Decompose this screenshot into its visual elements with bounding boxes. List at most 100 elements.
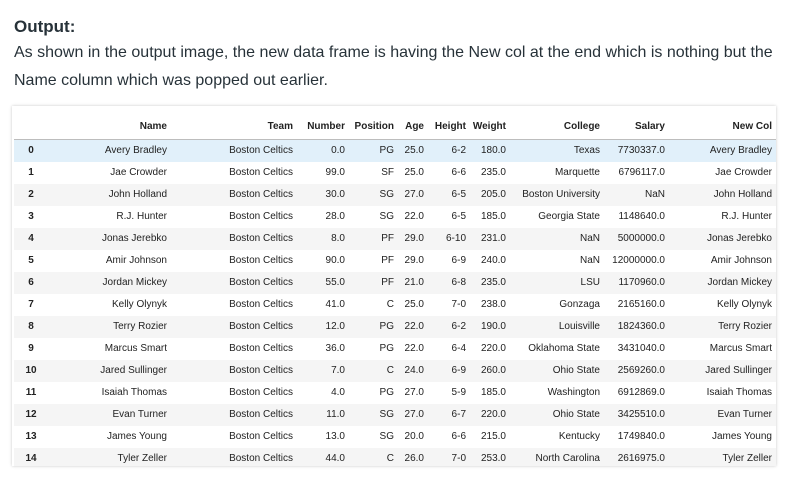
table-cell: Jae Crowder xyxy=(715,167,772,178)
table-cell: Ohio State xyxy=(552,365,600,376)
table-cell: 22.0 xyxy=(404,343,424,354)
column-header: Age xyxy=(398,115,428,140)
table-cell: NaN xyxy=(579,255,600,266)
table-row: 12 Evan Turner Boston Celtics 11.0 SG 27.0 6-7… xyxy=(14,404,776,426)
table-cell: LSU xyxy=(580,277,600,288)
table-cell: 6-4 xyxy=(451,343,466,354)
table-cell: 7730337.0 xyxy=(617,145,665,156)
table-cell: Boston Celtics xyxy=(229,255,293,266)
table-cell: 220.0 xyxy=(480,409,506,420)
table-cell: Jae Crowder xyxy=(110,167,167,178)
table-cell: NaN xyxy=(644,189,665,200)
table-cell: 0.0 xyxy=(331,145,345,156)
table-cell: 6796117.0 xyxy=(618,167,665,178)
table-cell: 235.0 xyxy=(480,167,506,178)
table-cell: 6-10 xyxy=(445,233,466,244)
table-cell: Tyler Zeller xyxy=(722,453,772,464)
table-cell: 6912869.0 xyxy=(617,387,665,398)
table-row: 3 R.J. Hunter Boston Celtics 28.0 SG 22.0 6-5 1… xyxy=(14,206,776,228)
table-cell: 1749840.0 xyxy=(617,431,665,442)
table-cell: Louisville xyxy=(558,321,600,332)
table-cell: 21.0 xyxy=(404,277,424,288)
table-cell: Isaiah Thomas xyxy=(101,387,167,398)
column-header: New Col xyxy=(669,115,776,140)
table-body: 0 Avery Bradley Boston Celtics 0.0 PG 25.0 6-2… xyxy=(14,139,776,466)
column-header: Height xyxy=(428,115,470,140)
table-cell: 1170960.0 xyxy=(618,277,665,288)
table-row: 1 Jae Crowder Boston Celtics 99.0 SF 25.0 6-6 2… xyxy=(14,162,776,184)
row-index: 1 xyxy=(28,167,34,178)
table-cell: Tyler Zeller xyxy=(117,453,167,464)
table-cell: Kelly Olynyk xyxy=(716,299,772,310)
table-cell: Evan Turner xyxy=(112,409,167,420)
table-cell: 4.0 xyxy=(331,387,345,398)
table-cell: PF xyxy=(381,255,394,266)
table-cell: 7-0 xyxy=(451,453,466,464)
table-cell: 5000000.0 xyxy=(617,233,665,244)
table-cell: 231.0 xyxy=(480,233,506,244)
table-cell: Jared Sullinger xyxy=(705,365,772,376)
table-cell: 28.0 xyxy=(325,211,345,222)
table-cell: 27.0 xyxy=(404,189,424,200)
table-row: 5 Amir Johnson Boston Celtics 90.0 PF 29.0 6-9… xyxy=(14,250,776,272)
table-cell: PG xyxy=(379,145,394,156)
table-cell: Avery Bradley xyxy=(709,145,772,156)
table-cell: 6-2 xyxy=(451,321,466,332)
row-index: 4 xyxy=(28,233,34,244)
table-cell: Boston Celtics xyxy=(229,343,293,354)
table-cell: 25.0 xyxy=(404,167,424,178)
table-cell: 1148640.0 xyxy=(618,211,665,222)
table-cell: 7.0 xyxy=(331,365,345,376)
row-index: 11 xyxy=(25,387,37,398)
table-cell: Boston Celtics xyxy=(229,277,293,288)
column-header: Salary xyxy=(604,115,669,140)
table-cell: 27.0 xyxy=(404,387,424,398)
table-cell: Boston Celtics xyxy=(229,189,293,200)
table-cell: Jordan Mickey xyxy=(102,277,167,288)
table-cell: 22.0 xyxy=(404,321,424,332)
table-cell: 44.0 xyxy=(325,453,345,464)
table-cell: 5-9 xyxy=(451,387,466,398)
table-cell: Terry Rozier xyxy=(718,321,772,332)
table-cell: 260.0 xyxy=(480,365,506,376)
row-index: 13 xyxy=(25,431,37,442)
column-header: Position xyxy=(349,115,398,140)
row-index: 14 xyxy=(25,453,37,464)
table-cell: North Carolina xyxy=(535,453,600,464)
table-cell: Marcus Smart xyxy=(709,343,772,354)
table-cell: 6-8 xyxy=(451,277,466,288)
table-cell: Kentucky xyxy=(558,431,600,442)
table-cell: SG xyxy=(379,189,394,200)
table-cell: 29.0 xyxy=(404,233,424,244)
table-cell: Evan Turner xyxy=(717,409,772,420)
table-cell: 190.0 xyxy=(480,321,506,332)
table-row: 13 James Young Boston Celtics 13.0 SG 20.0 6-6… xyxy=(14,426,776,448)
table-cell: Boston Celtics xyxy=(229,145,293,156)
table-cell: 2569260.0 xyxy=(617,365,665,376)
table-cell: Boston University xyxy=(522,189,600,200)
table-cell: Boston Celtics xyxy=(229,387,293,398)
table-cell: 220.0 xyxy=(480,343,506,354)
table-cell: SG xyxy=(379,211,394,222)
table-row: 10 Jared Sullinger Boston Celtics 7.0 C 24.0 6… xyxy=(14,360,776,382)
table-cell: 185.0 xyxy=(480,387,506,398)
table-cell: 7-0 xyxy=(451,299,466,310)
table-cell: 11.0 xyxy=(326,409,345,420)
index-header xyxy=(14,115,50,140)
table-cell: 12.0 xyxy=(325,321,345,332)
table-cell: Isaiah Thomas xyxy=(706,387,772,398)
table-cell: Boston Celtics xyxy=(229,167,293,178)
table-cell: Jonas Jerebko xyxy=(706,233,772,244)
table-cell: PG xyxy=(379,387,394,398)
table-cell: 25.0 xyxy=(404,145,424,156)
table-cell: Washington xyxy=(547,387,600,398)
table-cell: Marcus Smart xyxy=(104,343,167,354)
table-cell: Marquette xyxy=(554,167,600,178)
table-cell: 205.0 xyxy=(480,189,506,200)
table-cell: Jared Sullinger xyxy=(100,365,167,376)
table-cell: Boston Celtics xyxy=(229,409,293,420)
dataframe-output: Name Team Number Position Age Height Weight Col… xyxy=(12,106,776,466)
table-cell: NaN xyxy=(579,233,600,244)
row-index: 5 xyxy=(28,255,34,266)
table-cell: SG xyxy=(379,409,394,420)
